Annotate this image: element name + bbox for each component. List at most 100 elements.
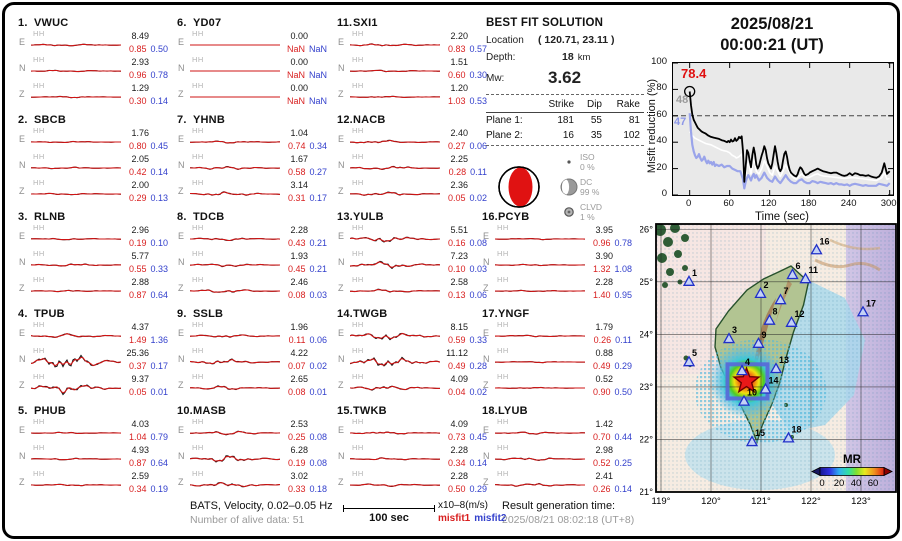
misfit1-value: 0.49 (447, 361, 466, 371)
channel-label: HH (33, 346, 45, 355)
y-axis-tick: 40 (656, 135, 667, 147)
waveform-svg (190, 334, 280, 338)
station-code: VWUC (34, 17, 69, 29)
synthetic-trace (495, 263, 585, 267)
table-row: Plane 1: 181 55 81 (486, 115, 640, 126)
misfit2-value: 0.01 (150, 387, 168, 397)
map-canvas: 12345678910111213141516171826°25°24°23°2… (639, 223, 897, 507)
misfit-values: 0.50 0.29 (441, 484, 487, 494)
waveform-values: 11.12 0.49 0.28 (441, 346, 487, 371)
channel-label: HH (497, 417, 509, 426)
misfit2-value: 0.78 (150, 70, 168, 80)
waveform-row: Z HH 4.09 0.04 0.02 (337, 372, 487, 398)
misfit2-value: 0.14 (469, 458, 487, 468)
lat-tick-label: 23° (640, 382, 653, 393)
misfit1-value: 0.05 (128, 387, 147, 397)
waveform-trace: HH (350, 320, 440, 346)
x-axis-tick: 180 (800, 198, 817, 209)
y-axis-tick: 60 (656, 108, 667, 120)
misfit2-value: 0.08 (309, 458, 327, 468)
misfit1-value: 1.49 (128, 335, 147, 345)
waveform-trace: HH (350, 55, 440, 81)
time-scalebar (343, 505, 436, 512)
misfit-values: 0.29 0.13 (122, 193, 168, 203)
waveform-values: 3.14 0.31 0.17 (281, 178, 327, 203)
waveform-svg (190, 191, 280, 196)
series-misfit-reduction-current (688, 91, 891, 183)
synthetic-trace (190, 263, 280, 267)
component-label: N (19, 451, 26, 461)
misfit2-value: 0.29 (469, 484, 487, 494)
waveform-trace: HH (190, 29, 280, 55)
amplitude-value: 2.88 (131, 277, 149, 287)
channel-label: HH (33, 178, 45, 187)
component-label: Z (19, 380, 25, 390)
component-label: N (338, 451, 345, 461)
station-header: 15.TWKB (337, 405, 487, 417)
station-header: 16.PCYB (482, 211, 632, 223)
station-marker-icon (745, 435, 759, 447)
waveform-values: 2.28 0.43 0.21 (281, 223, 327, 248)
observed-trace (350, 356, 440, 367)
misfit2-value: 1.36 (150, 335, 168, 345)
waveform-values: 2.58 0.13 0.06 (441, 275, 487, 300)
station-panel: 1. VWUC E HH 8.49 0.85 0.50 N HH 2.93 0.96 0.78 Z HH 1… (18, 14, 168, 110)
waveform-svg (190, 385, 280, 391)
waveform-values: 1.51 0.60 0.30 (441, 55, 487, 80)
component-label: Z (178, 89, 184, 99)
channel-label: HH (192, 126, 204, 135)
waveform-trace: HH (495, 443, 585, 469)
component-label: N (178, 257, 185, 267)
station-panel: 12.NACB E HH 2.40 0.27 0.06 N HH 2.25 0.28 0.11 Z HH… (337, 111, 487, 207)
synthetic-trace (31, 483, 121, 487)
waveform-row: N HH 25.36 0.37 0.17 (18, 346, 168, 372)
component-label: Z (483, 283, 489, 293)
waveform-svg (495, 361, 585, 364)
lat-tick-label: 24° (640, 329, 653, 340)
col-strike: Strike (548, 99, 574, 110)
component-label: N (19, 160, 26, 170)
amplitude-value: 8.15 (450, 322, 468, 332)
synthetic-trace (190, 191, 280, 196)
col-rake: Rake (616, 99, 640, 110)
x-axis-tick: 240 (840, 198, 857, 209)
waveform-trace: HH (350, 372, 440, 398)
waveform-row: N HH 1.67 0.58 0.27 (177, 152, 327, 178)
misfit1-value: 0.05 (447, 193, 466, 203)
station-panel: 2. SBCB E HH 1.76 0.80 0.45 N HH 2.05 0.42 0.14 Z HH 2… (18, 111, 168, 207)
amplitude-value: 5.51 (450, 225, 468, 235)
synthetic-trace (31, 356, 121, 367)
amplitude-value: 2.40 (450, 128, 468, 138)
misfit-values: NaN NaN (281, 44, 327, 54)
misfit-values: 0.87 0.64 (122, 290, 168, 300)
station-marker-icon (774, 293, 787, 305)
amplitude-value: 2.36 (450, 180, 468, 190)
waveform-row: Z HH 2.59 0.34 0.19 (18, 469, 168, 495)
component-label: Z (338, 380, 344, 390)
synthetic-trace (31, 43, 121, 47)
amplitude-value: 8.49 (131, 31, 149, 41)
colorbar-tick-label: 60 (868, 478, 879, 489)
amplitude-value: 2.28 (450, 445, 468, 455)
waveform-values: 0.88 0.49 0.29 (586, 346, 632, 371)
misfit1-value: 0.19 (287, 458, 306, 468)
synthetic-trace (350, 261, 440, 268)
station-marker-icon (785, 315, 798, 327)
component-label: Z (178, 186, 184, 196)
waveform-row: N HH 7.23 0.10 0.03 (337, 249, 487, 275)
station-code: YD07 (193, 17, 222, 29)
amplitude-value: 1.96 (290, 322, 308, 332)
misfit1-value: 0.43 (287, 238, 306, 248)
component-label: N (19, 63, 26, 73)
amplitude-value: 1.67 (290, 154, 308, 164)
misfit-values: 0.19 0.10 (122, 238, 168, 248)
component-label: N (338, 160, 345, 170)
misfit-values: 1.04 0.79 (122, 432, 168, 442)
epicenter-star (732, 366, 761, 394)
misfit1-value: 1.04 (128, 432, 147, 442)
component-label: E (178, 37, 185, 47)
channel-label: HH (352, 29, 364, 38)
station-number: 4. (18, 308, 28, 320)
waveform-trace: HH (350, 346, 440, 372)
channel-label: HH (33, 443, 45, 452)
